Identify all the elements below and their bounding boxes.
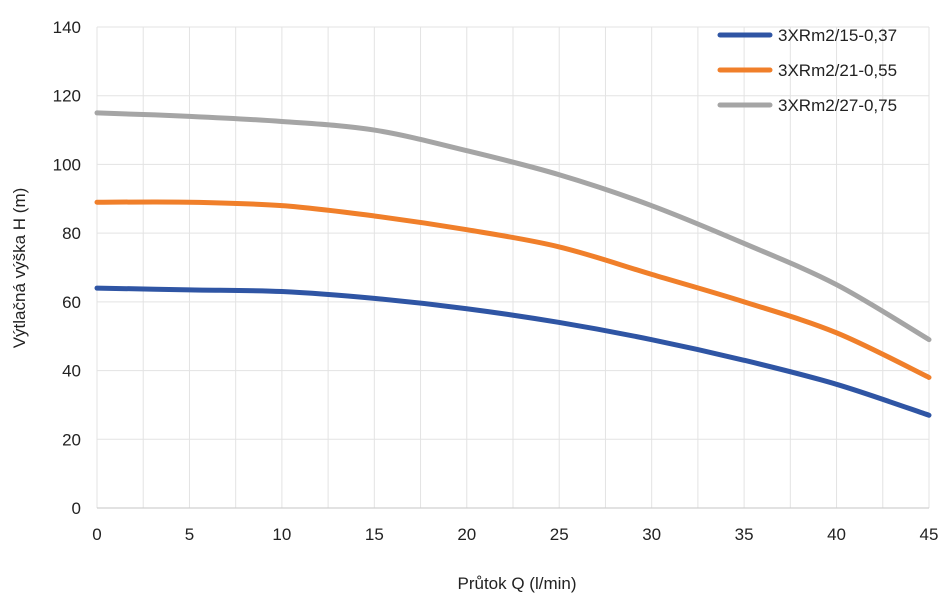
x-tick-label: 20 xyxy=(457,525,476,544)
series-lines xyxy=(94,110,932,418)
x-tick-label: 35 xyxy=(735,525,754,544)
y-tick-label: 0 xyxy=(72,499,81,518)
x-tick-label: 0 xyxy=(92,525,101,544)
legend-label: 3XRm2/27-0,75 xyxy=(778,96,897,115)
x-tick-label: 25 xyxy=(550,525,569,544)
y-tick-label: 60 xyxy=(62,293,81,312)
legend-label: 3XRm2/21-0,55 xyxy=(778,61,897,80)
series-line-3 xyxy=(94,110,932,343)
y-axis-ticks: 0 20 40 60 80 100 120 140 xyxy=(53,18,81,518)
y-tick-label: 40 xyxy=(62,362,81,381)
x-tick-label: 10 xyxy=(272,525,291,544)
series-line-2 xyxy=(94,199,932,380)
x-tick-label: 45 xyxy=(920,525,939,544)
x-axis-label: Průtok Q (l/min) xyxy=(457,574,576,593)
x-tick-label: 40 xyxy=(827,525,846,544)
x-tick-label: 5 xyxy=(185,525,194,544)
legend: 3XRm2/15-0,37 3XRm2/21-0,55 3XRm2/27-0,75 xyxy=(717,26,897,115)
y-tick-label: 100 xyxy=(53,155,81,174)
x-axis-ticks: 0 5 10 15 20 25 30 35 40 45 xyxy=(92,525,938,544)
series-line-1 xyxy=(94,285,932,418)
y-axis-label: Výtlačná výška H (m) xyxy=(10,188,29,349)
x-tick-label: 30 xyxy=(642,525,661,544)
y-tick-label: 20 xyxy=(62,430,81,449)
y-tick-label: 80 xyxy=(62,224,81,243)
x-tick-label: 15 xyxy=(365,525,384,544)
y-tick-label: 140 xyxy=(53,18,81,37)
y-tick-label: 120 xyxy=(53,87,81,106)
legend-label: 3XRm2/15-0,37 xyxy=(778,26,897,45)
